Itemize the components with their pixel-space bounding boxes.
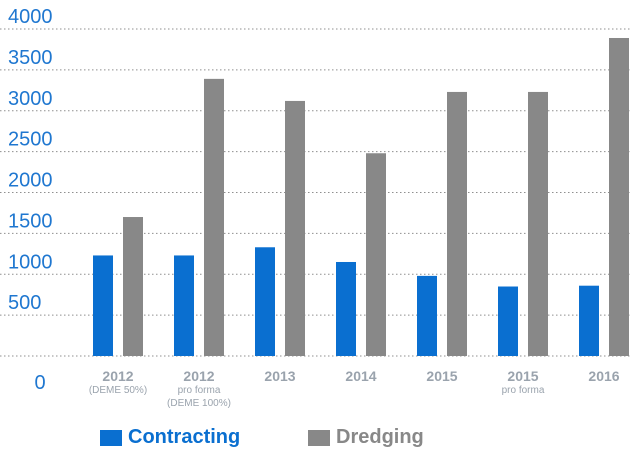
legend-item-contracting: Contracting [100, 426, 240, 449]
bar-dredging-5 [528, 91, 548, 356]
bar-contracting-1 [174, 255, 194, 356]
y-axis-ticks: 500 1000 1500 2000 2500 3000 3500 4000 0 [8, 6, 53, 394]
bar-contracting-0 [93, 255, 113, 356]
x-tick-sublabel: pro forma [502, 385, 545, 396]
y-tick-label: 2000 [8, 170, 53, 192]
legend-label-contracting: Contracting [128, 426, 241, 448]
x-tick-label: 2012 [102, 368, 133, 384]
y-tick-label-zero: 0 [34, 372, 45, 394]
legend: Contracting Dredging [0, 426, 634, 452]
x-tick-label: 2014 [345, 368, 376, 384]
y-tick-label: 3500 [8, 47, 53, 69]
bar-contracting-3 [336, 261, 356, 356]
x-tick-label: 2015 [426, 368, 457, 384]
y-tick-label: 4000 [8, 6, 53, 28]
legend-swatch-dredging [308, 429, 330, 446]
bar-contracting-5 [498, 286, 518, 356]
bar-contracting-6 [579, 285, 599, 356]
legend-swatch-contracting [100, 429, 122, 446]
y-tick-label: 500 [8, 292, 41, 314]
bar-dredging-1 [204, 78, 224, 357]
x-tick-sublabel: (DEME 50%) [89, 385, 147, 396]
x-tick-sublabel: pro forma [178, 385, 221, 396]
x-tick-label: 2013 [264, 368, 295, 384]
bars [93, 37, 629, 357]
bar-contracting-4 [417, 275, 437, 356]
y-tick-label: 1000 [8, 251, 53, 273]
bar-dredging-4 [447, 91, 467, 356]
bar-dredging-0 [123, 217, 143, 356]
x-tick-label: 2012 [183, 368, 214, 384]
legend-label-dredging: Dredging [336, 426, 424, 448]
x-tick-label: 2015 [507, 368, 538, 384]
bar-dredging-3 [366, 153, 386, 356]
x-tick-sublabel: (DEME 100%) [167, 398, 231, 409]
bar-dredging-6 [609, 37, 629, 357]
y-tick-label: 2500 [8, 129, 53, 151]
y-tick-label: 1500 [8, 210, 53, 232]
x-tick-label: 2016 [588, 368, 619, 384]
bar-dredging-2 [285, 100, 305, 356]
legend-item-dredging: Dredging [308, 426, 424, 449]
y-tick-label: 3000 [8, 88, 53, 110]
bar-contracting-2 [255, 247, 275, 356]
